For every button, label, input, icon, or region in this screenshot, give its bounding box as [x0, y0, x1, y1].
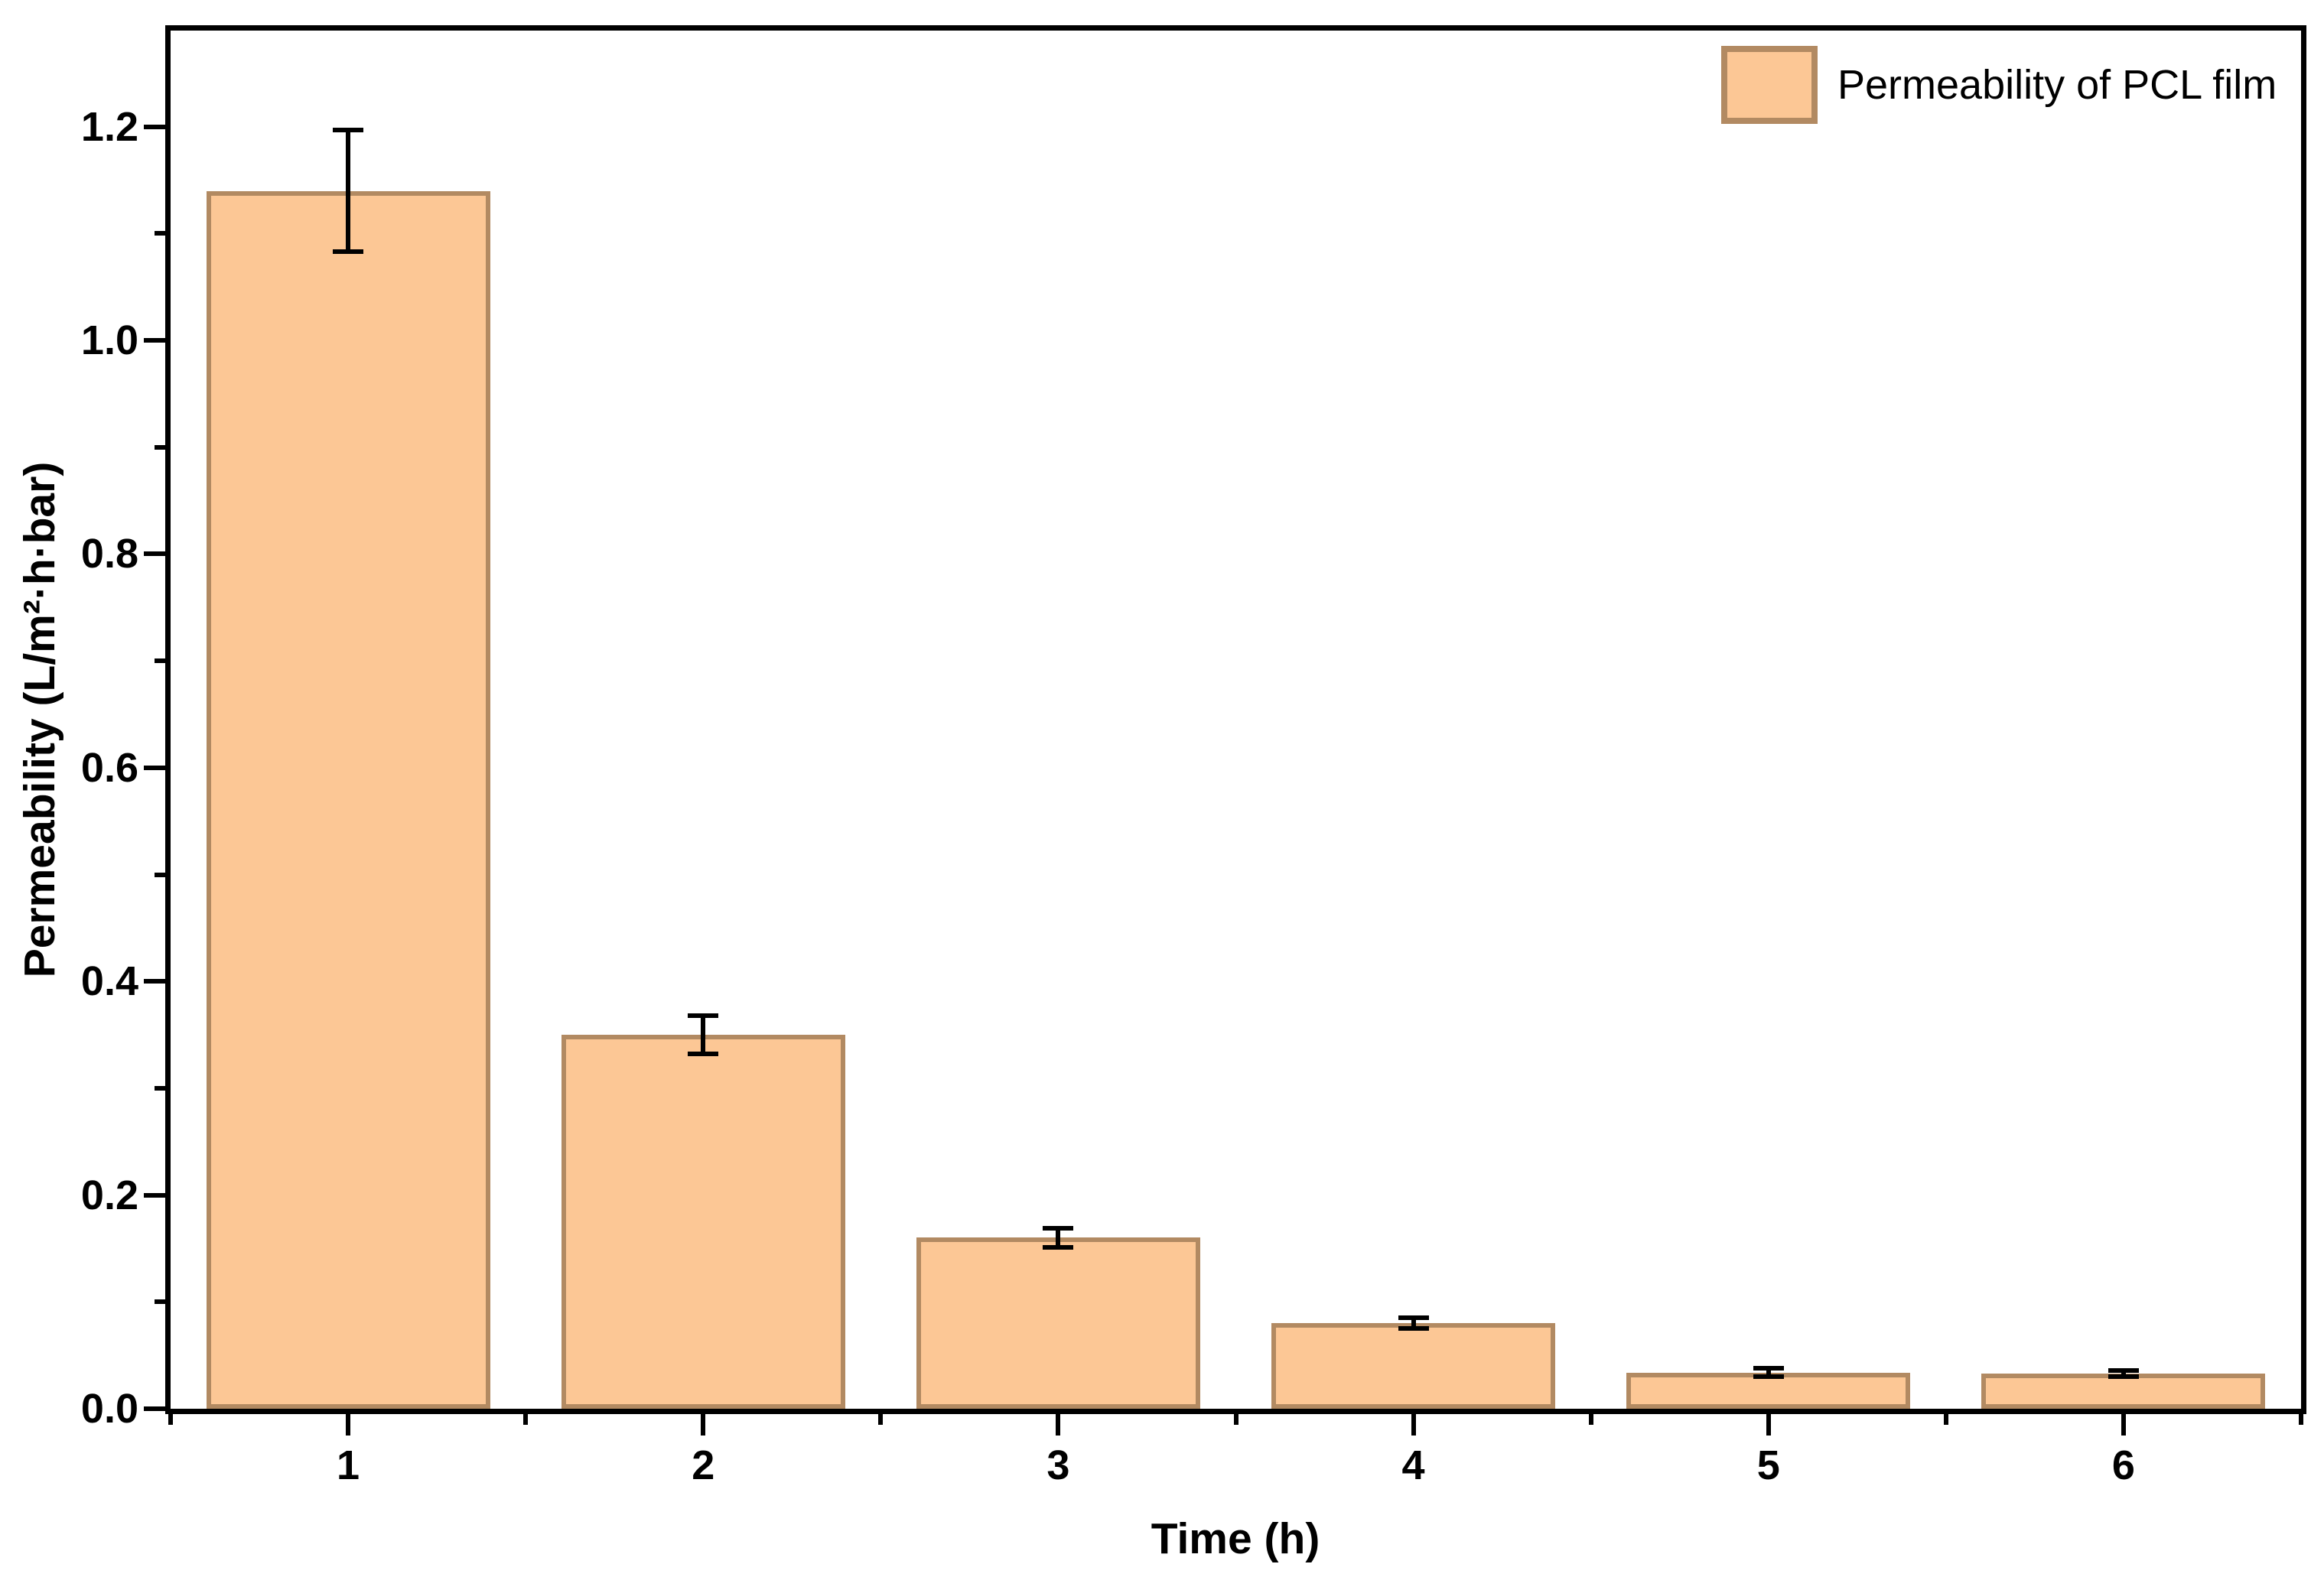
error-bar-cap [1398, 1326, 1429, 1332]
y-axis-title: Permeability (L/m²·h·bar) [15, 461, 64, 978]
x-tick-major [2121, 1411, 2126, 1436]
error-bar-cap [1043, 1225, 1074, 1231]
x-tick-major [1056, 1411, 1061, 1436]
y-tick-label: 0.8 [80, 531, 138, 577]
bar-4 [1271, 1323, 1556, 1409]
y-tick-label: 0.2 [80, 1172, 138, 1218]
y-tick-minor [155, 1085, 168, 1091]
error-bar-line [1056, 1227, 1061, 1248]
x-tick-label: 3 [1046, 1442, 1070, 1488]
x-tick-label: 6 [2111, 1442, 2135, 1488]
y-tick-minor [155, 872, 168, 877]
legend-swatch [1721, 46, 1818, 124]
bar-5 [1626, 1372, 1911, 1409]
y-tick-label: 1.0 [80, 317, 138, 364]
x-tick-major [701, 1411, 706, 1436]
y-tick-major [144, 1192, 168, 1198]
error-bar-cap [688, 1052, 719, 1057]
y-tick-minor [155, 1299, 168, 1305]
error-bar-cap [1753, 1374, 1784, 1380]
y-tick-minor [155, 658, 168, 664]
x-tick-major [1766, 1411, 1771, 1436]
error-bar-line [346, 129, 351, 252]
error-bar-cap [2108, 1367, 2139, 1373]
y-tick-major [144, 1406, 168, 1411]
x-tick-minor [878, 1411, 884, 1425]
error-bar-line [701, 1015, 706, 1055]
y-tick-minor [155, 231, 168, 236]
x-tick-minor [523, 1411, 529, 1425]
error-bar-cap [1043, 1245, 1074, 1250]
y-tick-minor [155, 444, 168, 450]
error-bar-cap [688, 1013, 719, 1018]
y-tick-major [144, 551, 168, 557]
x-axis-title: Time (h) [1151, 1514, 1320, 1563]
error-bar-cap [333, 127, 364, 132]
y-tick-label: 0.0 [80, 1386, 138, 1432]
y-tick-label: 0.6 [80, 744, 138, 791]
bar-2 [561, 1035, 845, 1409]
x-tick-label: 4 [1401, 1442, 1425, 1488]
x-tick-minor [1588, 1411, 1593, 1425]
y-tick-label: 0.4 [80, 958, 138, 1005]
y-tick-major [144, 124, 168, 129]
x-tick-minor [1943, 1411, 1948, 1425]
x-tick-minor [2299, 1411, 2303, 1425]
x-tick-major [1411, 1411, 1416, 1436]
error-bar-cap [1753, 1365, 1784, 1371]
bar-3 [916, 1237, 1200, 1409]
error-bar-line [2121, 1370, 2126, 1377]
legend: Permeability of PCL film [1721, 46, 2277, 124]
y-tick-label: 1.2 [80, 103, 138, 150]
x-tick-major [346, 1411, 351, 1436]
y-tick-major [144, 765, 168, 770]
x-tick-label: 2 [692, 1442, 715, 1488]
legend-label: Permeability of PCL film [1837, 62, 2277, 108]
error-bar-cap [2108, 1374, 2139, 1380]
x-tick-label: 1 [337, 1442, 360, 1488]
x-tick-label: 5 [1756, 1442, 1780, 1488]
y-tick-major [144, 979, 168, 984]
error-bar-cap [1398, 1315, 1429, 1321]
error-bar-line [1766, 1367, 1771, 1377]
bar-1 [206, 190, 490, 1409]
error-bar-line [1411, 1318, 1416, 1329]
error-bar-cap [333, 249, 364, 255]
x-tick-minor [1233, 1411, 1238, 1425]
y-tick-major [144, 338, 168, 343]
x-tick-minor [168, 1411, 173, 1425]
